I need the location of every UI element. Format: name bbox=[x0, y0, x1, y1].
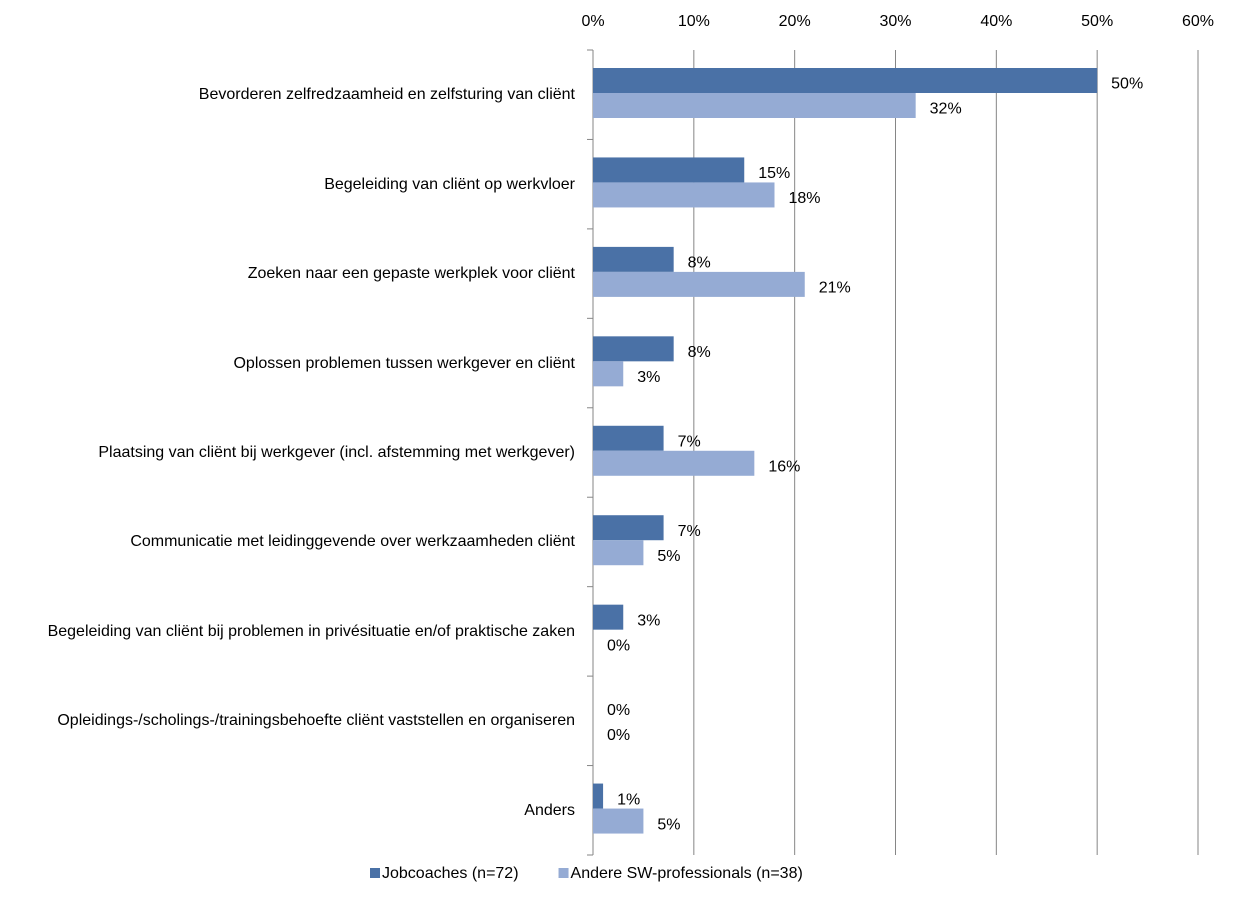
bar bbox=[593, 425, 664, 451]
category-label: Plaatsing van cliënt bij werkgever (incl… bbox=[0, 408, 575, 497]
category-label: Opleidings-/scholings-/trainingsbehoefte… bbox=[0, 676, 575, 765]
category-label: Bevorderen zelfredzaamheid en zelfsturin… bbox=[0, 50, 575, 139]
bar bbox=[593, 336, 674, 362]
bar bbox=[593, 157, 745, 183]
legend-swatch bbox=[370, 868, 380, 878]
value-label: 15% bbox=[758, 165, 790, 182]
legend-label: Jobcoaches (n=72) bbox=[382, 865, 519, 882]
legend-label: Andere SW-professionals (n=38) bbox=[571, 865, 803, 882]
x-tick-label: 50% bbox=[1081, 13, 1113, 30]
category-text: Begeleiding van cliënt op werkvloer bbox=[324, 175, 575, 193]
bar bbox=[593, 604, 624, 630]
value-label: 16% bbox=[768, 458, 800, 475]
bar bbox=[593, 271, 805, 297]
value-label: 7% bbox=[678, 433, 701, 450]
category-label: Anders bbox=[0, 766, 575, 855]
value-label: 7% bbox=[678, 523, 701, 540]
value-label: 1% bbox=[617, 791, 640, 808]
value-label: 3% bbox=[637, 612, 660, 629]
bar bbox=[593, 361, 624, 387]
category-text: Begeleiding van cliënt bij problemen in … bbox=[47, 622, 575, 640]
bar bbox=[593, 515, 664, 541]
x-tick-label: 0% bbox=[581, 13, 604, 30]
category-text: Opleidings-/scholings-/trainingsbehoefte… bbox=[57, 712, 575, 730]
legend-swatch bbox=[558, 868, 569, 878]
value-label: 5% bbox=[657, 816, 680, 833]
value-label: 18% bbox=[789, 190, 821, 207]
value-label: 21% bbox=[819, 280, 851, 297]
bar bbox=[593, 68, 1098, 93]
category-label: Communicatie met leidinggevende over wer… bbox=[0, 497, 575, 586]
category-text: Plaatsing van cliënt bij werkgever (incl… bbox=[98, 443, 575, 461]
bar bbox=[593, 540, 644, 566]
category-label: Begeleiding van cliënt bij problemen in … bbox=[0, 587, 575, 676]
value-label: 32% bbox=[930, 101, 962, 118]
x-tick-label: 60% bbox=[1182, 13, 1214, 30]
value-label: 50% bbox=[1111, 76, 1143, 93]
value-label: 3% bbox=[637, 369, 660, 386]
category-label: Begeleiding van cliënt op werkvloer bbox=[0, 139, 575, 228]
bar bbox=[593, 246, 674, 272]
x-tick-label: 40% bbox=[980, 13, 1012, 30]
bar bbox=[593, 93, 916, 118]
bar bbox=[593, 808, 644, 834]
bar bbox=[593, 450, 755, 476]
value-label: 5% bbox=[657, 548, 680, 565]
category-label: Oplossen problemen tussen werkgever en c… bbox=[0, 318, 575, 407]
category-text: Bevorderen zelfredzaamheid en zelfsturin… bbox=[198, 86, 575, 104]
bar bbox=[593, 182, 775, 208]
category-text: Zoeken naar een gepaste werkplek voor cl… bbox=[247, 265, 575, 283]
x-tick-label: 20% bbox=[779, 13, 811, 30]
value-label: 0% bbox=[607, 637, 630, 654]
value-label: 8% bbox=[688, 344, 711, 361]
category-text: Oplossen problemen tussen werkgever en c… bbox=[233, 354, 575, 372]
bar bbox=[593, 783, 604, 809]
x-tick-label: 30% bbox=[879, 13, 911, 30]
category-text: Communicatie met leidinggevende over wer… bbox=[130, 533, 575, 551]
x-tick-label: 10% bbox=[678, 13, 710, 30]
category-text: Anders bbox=[524, 801, 575, 819]
value-label: 0% bbox=[607, 727, 630, 744]
value-label: 0% bbox=[607, 702, 630, 719]
value-label: 8% bbox=[688, 255, 711, 272]
category-label: Zoeken naar een gepaste werkplek voor cl… bbox=[0, 229, 575, 318]
